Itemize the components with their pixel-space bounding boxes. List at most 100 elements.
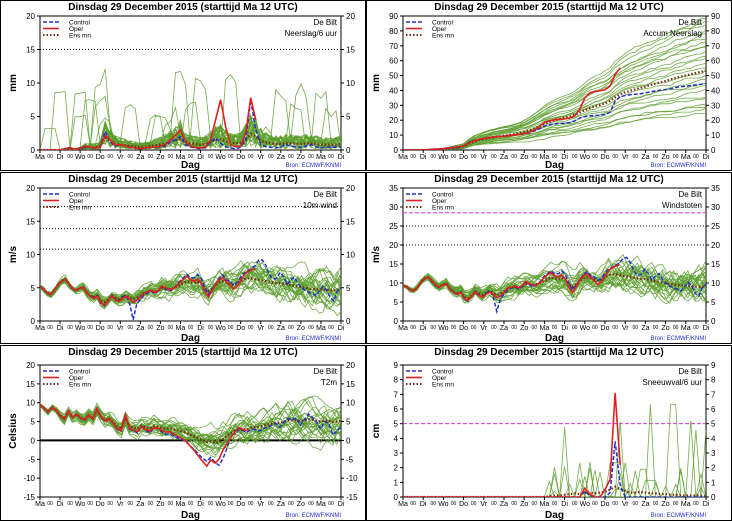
x-tick-label: Wo — [75, 501, 85, 508]
plot-series — [403, 392, 706, 497]
x-tick-label: Zo — [520, 154, 528, 161]
x-minor-label: 00 — [431, 325, 437, 331]
y-tick-label-right: 0 — [711, 317, 716, 326]
x-minor-label: 00 — [288, 154, 294, 160]
x-minor-label: 00 — [451, 154, 457, 160]
y-tick-label: 60 — [389, 57, 398, 66]
x-minor-label: 00 — [431, 154, 437, 160]
panel-wind: Dinsdag 29 December 2015 (starttijd Ma 1… — [0, 172, 366, 344]
x-minor-label: 00 — [491, 325, 497, 331]
y-tick-label: 0 — [394, 493, 399, 502]
x-tick-label: Za — [136, 501, 144, 508]
ensemble-member-line — [403, 271, 706, 299]
x-tick-label: Di — [197, 154, 204, 161]
legend-label: Oper — [432, 198, 447, 205]
x-minor-label: 00 — [308, 501, 314, 507]
y-tick-label: 50 — [389, 72, 398, 81]
ensemble-member-line — [40, 403, 341, 447]
x-minor-label: 00 — [288, 325, 294, 331]
y-tick-label: 35 — [389, 184, 398, 193]
header-title: Dinsdag 29 December 2015 (starttijd Ma 1… — [68, 2, 298, 13]
x-tick-label: Vr — [257, 154, 264, 161]
x-axis-label: Dag — [545, 333, 564, 344]
x-minor-label: 00 — [168, 154, 174, 160]
y-tick-label: -5 — [28, 455, 36, 464]
x-tick-label: Zo — [297, 325, 305, 332]
y-tick-label-right: -5 — [346, 455, 354, 464]
x-minor-label: 00 — [572, 501, 578, 507]
y-tick-label-right: 60 — [711, 57, 720, 66]
y-tick-label-right: 8 — [711, 376, 716, 385]
x-tick-label: Ma — [35, 501, 45, 508]
station-label: De Bilt — [678, 190, 702, 199]
y-tick-label: 20 — [26, 12, 35, 21]
ensemble-member-line — [40, 262, 341, 310]
x-tick-label: Vr — [257, 501, 264, 508]
x-minor-label: 00 — [471, 501, 477, 507]
panel-frame — [0, 345, 366, 521]
y-tick-label: 0 — [31, 146, 36, 155]
y-tick-label-right: 0 — [711, 146, 716, 155]
legend-label: Ens mn — [432, 205, 454, 212]
y-axis-label: mm — [371, 74, 382, 92]
y-tick-label-right: 5 — [711, 298, 716, 307]
x-tick-label: Zo — [156, 154, 164, 161]
station-label: De Bilt — [313, 18, 337, 27]
legend-label: Ens mn — [69, 382, 91, 389]
x-tick-label: Vr — [480, 325, 487, 332]
x-tick-label: Ma — [316, 154, 326, 161]
x-minor-label: 00 — [572, 325, 578, 331]
ensemble-member-line — [40, 68, 341, 150]
x-tick-label: Di — [338, 501, 345, 508]
y-tick-label-right: 5 — [346, 113, 351, 122]
x-tick-label: Di — [703, 501, 710, 508]
x-minor-label: 00 — [128, 501, 134, 507]
x-minor-label: 00 — [308, 154, 314, 160]
panel-sneeuwval: Dinsdag 29 December 2015 (starttijd Ma 1… — [366, 345, 732, 521]
y-tick-label: 7 — [394, 390, 399, 399]
x-minor-label: 00 — [633, 501, 639, 507]
header-title: Dinsdag 29 December 2015 (starttijd Ma 1… — [434, 2, 664, 13]
y-tick-label: 5 — [31, 113, 36, 122]
x-minor-label: 00 — [451, 325, 457, 331]
header-title: Dinsdag 29 December 2015 (starttijd Ma 1… — [68, 347, 298, 358]
x-tick-label: Za — [277, 501, 285, 508]
x-tick-label: Ma — [681, 501, 691, 508]
legend-label: Ens mn — [69, 33, 91, 40]
y-tick-label-right: 0 — [346, 317, 351, 326]
x-tick-label: Vr — [117, 325, 124, 332]
x-tick-label: Ma — [540, 325, 550, 332]
panel-windstoten: Dinsdag 29 December 2015 (starttijd Ma 1… — [366, 172, 732, 344]
x-tick-label: Do — [459, 501, 468, 508]
x-minor-label: 00 — [451, 501, 457, 507]
legend-label: Oper — [69, 198, 84, 205]
x-tick-label: Za — [500, 501, 508, 508]
x-tick-label: Di — [420, 325, 427, 332]
x-tick-label: Vr — [257, 325, 264, 332]
legend-label: Ens mn — [432, 382, 454, 389]
x-tick-label: Wo — [215, 501, 225, 508]
x-tick-label: Wo — [438, 501, 448, 508]
x-tick-label: Ma — [176, 501, 186, 508]
y-tick-label-right: 20 — [346, 184, 355, 193]
legend-label: Control — [432, 20, 454, 27]
x-tick-label: Za — [136, 154, 144, 161]
plot-area — [402, 187, 707, 322]
y-tick-label-right: 15 — [711, 260, 720, 269]
y-tick-label: 10 — [389, 279, 398, 288]
x-minor-label: 00 — [653, 325, 659, 331]
y-tick-label-right: 20 — [346, 12, 355, 21]
x-minor-label: 00 — [87, 325, 93, 331]
x-minor-label: 00 — [328, 501, 334, 507]
y-tick-label-right: 80 — [711, 27, 720, 36]
source-label: Bron: ECMWF/KNMI — [651, 513, 707, 519]
x-minor-label: 00 — [248, 325, 254, 331]
x-minor-label: 00 — [188, 325, 194, 331]
x-tick-label: Di — [57, 154, 64, 161]
x-tick-label: Do — [459, 154, 468, 161]
variable-title: Windstoten — [662, 201, 702, 210]
x-minor-label: 00 — [612, 154, 618, 160]
